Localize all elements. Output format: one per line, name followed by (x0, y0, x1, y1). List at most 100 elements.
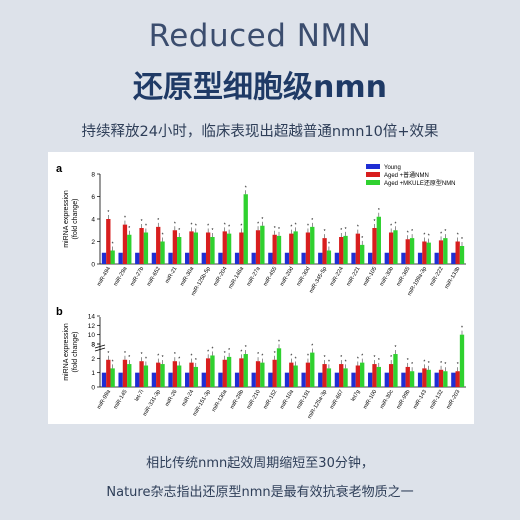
significance-mark: * (461, 237, 463, 243)
significance-mark: * (157, 218, 159, 224)
bar-a-1 (422, 241, 427, 264)
bar-b-1 (339, 364, 344, 387)
x-tick-label-b: miR-152 (263, 389, 279, 410)
significance-mark: * (261, 217, 263, 223)
axis-break-mark (94, 347, 106, 352)
bar-b-2 (143, 365, 149, 387)
x-tick-label-b: miR-203 (446, 389, 462, 410)
x-tick-label-a: miR-21 (164, 266, 178, 285)
bar-b-1 (455, 371, 460, 387)
bar-a-0 (451, 252, 456, 264)
x-tick-label-b: miR-145 (113, 389, 129, 410)
significance-mark: * (240, 349, 242, 355)
significance-mark: * (345, 359, 347, 365)
significance-mark: * (340, 355, 342, 361)
significance-mark: * (128, 355, 130, 361)
bar-b-1 (305, 362, 311, 387)
bar-a-2 (143, 232, 149, 264)
x-tick-label-b: miR-30c (379, 389, 395, 410)
bar-a-1 (272, 234, 277, 264)
significance-mark: * (240, 224, 242, 230)
bar-a-2 (443, 238, 448, 264)
x-tick-label-a: miR-27b (130, 266, 146, 287)
bar-a-0 (101, 252, 107, 264)
bar-a-0 (118, 252, 123, 264)
bar-a-2 (110, 250, 115, 264)
bar-b-1 (172, 361, 178, 387)
significance-mark: * (207, 349, 209, 355)
y-axis-label-a: miRNA expression (63, 190, 70, 248)
page-title-english: Reduced NMN (148, 18, 372, 54)
bar-b-2 (459, 334, 465, 387)
bar-b-2 (409, 371, 415, 387)
bar-a-1 (106, 219, 111, 264)
y-tick-label: 8 (91, 342, 95, 349)
significance-mark: * (311, 218, 313, 224)
bar-a-1 (255, 230, 261, 264)
bar-b-2 (177, 365, 182, 387)
bar-a-1 (189, 231, 194, 264)
bar-a-1 (405, 239, 410, 264)
bar-b-0 (251, 372, 256, 387)
significance-mark: * (174, 221, 176, 227)
significance-mark: * (357, 357, 359, 363)
bar-a-0 (301, 252, 306, 264)
x-tick-label-a: miR-222 (429, 266, 445, 287)
bar-b-1 (156, 362, 161, 387)
x-tick-label-a: miR-133b (444, 266, 461, 290)
bar-a-0 (151, 252, 157, 264)
x-tick-label-a: miR-204 (213, 266, 229, 287)
x-tick-label-b: miR-143 (412, 389, 428, 410)
bar-a-0 (201, 252, 206, 264)
x-tick-label-b: miR-667 (329, 389, 345, 410)
bar-b-2 (426, 369, 431, 387)
bar-a-2 (326, 250, 332, 264)
bar-a-2 (160, 241, 165, 264)
significance-mark: * (461, 326, 463, 332)
bar-b-2 (193, 366, 198, 387)
significance-mark: * (423, 233, 425, 239)
significance-mark: * (257, 352, 259, 358)
bar-a-2 (127, 234, 132, 264)
x-tick-label-a: miR-365 (396, 266, 412, 287)
bar-b-1 (205, 358, 211, 387)
x-tick-label-b: miR-28b (229, 389, 245, 410)
significance-mark: * (290, 225, 292, 231)
bar-b-1 (438, 369, 444, 387)
bar-a-1 (305, 232, 311, 264)
bar-a-0 (318, 252, 323, 264)
bar-b-0 (318, 372, 323, 387)
bar-b-1 (122, 359, 128, 387)
bar-a-2 (459, 246, 465, 264)
bar-b-0 (417, 372, 423, 387)
significance-mark: * (394, 345, 396, 351)
significance-mark: * (328, 359, 330, 365)
significance-mark: * (207, 224, 209, 230)
panel-a-letter: a (56, 163, 63, 175)
bar-b-0 (201, 372, 206, 387)
x-tick-label-a: miR-494 (96, 266, 112, 287)
significance-mark: * (423, 359, 425, 365)
significance-mark: * (174, 352, 176, 358)
x-tick-label-b: miR-99a (96, 388, 112, 410)
bar-a-1 (455, 241, 460, 264)
x-tick-label-b: let7g (350, 389, 361, 403)
bar-a-1 (355, 233, 361, 264)
significance-mark: * (228, 348, 230, 354)
x-tick-label-a: miR-27a (246, 265, 262, 287)
bar-b-0 (101, 372, 107, 387)
bar-a-1 (139, 228, 144, 264)
legend-swatch-0 (366, 164, 380, 169)
bar-a-0 (284, 252, 290, 264)
bar-b-0 (368, 372, 373, 387)
significance-mark: * (178, 357, 180, 363)
significance-mark: * (407, 358, 409, 364)
bar-a-0 (434, 252, 439, 264)
x-tick-label-a: miR-345-5p (309, 266, 329, 294)
y-axis-sublabel-a: (fold change) (72, 199, 79, 240)
bar-a-1 (339, 237, 344, 264)
bar-a-0 (234, 252, 240, 264)
x-tick-label-a: miR-105 (362, 266, 378, 287)
y-axis-label-b: miRNA expression (63, 323, 70, 381)
bar-b-0 (234, 372, 240, 387)
